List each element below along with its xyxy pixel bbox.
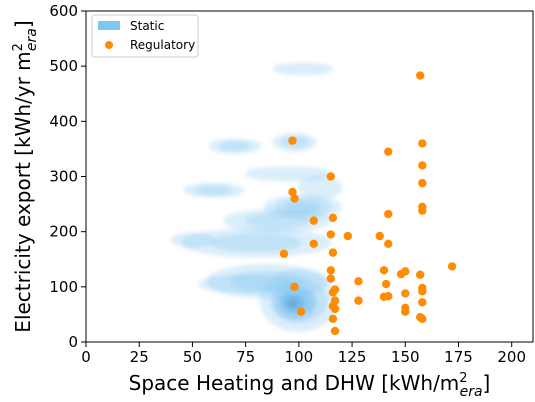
regulatory-point-20 [330,326,340,336]
x-tick-label: 100 [285,348,314,366]
density-contour-7-2 [286,201,320,212]
x-tick-label: 0 [81,348,91,366]
regulatory-point-4 [309,216,318,225]
x-tick-label: 25 [130,348,149,366]
regulatory-point-30 [384,239,393,249]
regulatory-point-19 [328,314,338,324]
y-tick-label: 100 [49,278,78,296]
y-tick-label: 300 [49,168,78,186]
regulatory-point-34 [401,289,410,298]
regulatory-point-18 [330,304,340,314]
y-tick-label: 400 [49,112,78,130]
density-contour-4-0 [198,275,293,293]
legend-swatch-static [98,21,120,30]
legend-swatch-regulatory [105,41,113,49]
regulatory-point-11 [328,248,338,257]
y-tick-label: 500 [49,57,78,75]
regulatory-point-42 [418,206,427,215]
regulatory-point-40 [418,178,427,188]
regulatory-point-29 [384,209,393,219]
static-density [170,63,342,332]
regulatory-point-37 [415,71,425,80]
x-axis-title: Space Heating and DHW [kWh/m2 era] [129,371,491,400]
x-axis: 0 25 50 75 100 125 150 175 200 [81,342,526,366]
density-contour-8-1 [195,186,232,195]
regulatory-point-46 [418,298,427,307]
regulatory-point-21 [343,231,353,241]
regulatory-point-6 [290,282,299,292]
y-tick-label: 600 [49,2,78,20]
regulatory-point-22 [354,277,363,286]
regulatory-point-39 [418,161,427,170]
regulatory-point-7 [296,307,306,316]
regulatory-point-5 [279,249,289,258]
density-contour-12-0 [273,63,334,75]
regulatory-point-28 [384,147,393,156]
regulatory-point-45 [418,287,427,296]
density-contour-13-0 [170,233,215,247]
legend-label-static: Static [130,19,164,33]
y-tick-label: 200 [49,223,78,241]
density-contour-10-1 [219,141,251,151]
regulatory-point-38 [418,139,427,148]
x-tick-label: 50 [183,348,202,366]
regulatory-point-25 [379,266,389,275]
legend: Static Regulatory [91,14,199,58]
regulatory-point-2 [290,194,299,203]
regulatory-points [279,71,457,336]
regulatory-point-36 [401,307,410,316]
x-tick-label: 75 [236,348,255,366]
regulatory-point-15 [328,288,338,297]
regulatory-point-12 [326,266,335,275]
density-contour-5-1 [211,234,302,252]
regulatory-point-8 [326,172,335,181]
regulatory-point-48 [418,314,427,324]
y-axis: 0 100 200 300 400 500 600 [49,2,86,351]
regulatory-point-0 [288,136,297,145]
regulatory-point-27 [381,279,391,289]
density-contour-2-6 [290,301,295,306]
x-tick-label: 200 [497,348,526,366]
y-axis-title: Electricity export [kWh/yr m2era] [11,20,40,332]
regulatory-point-49 [447,262,457,271]
y-tick-label: 0 [68,333,78,351]
regulatory-point-33 [401,267,410,276]
x-tick-label: 175 [444,348,473,366]
x-tick-label: 150 [391,348,420,366]
density-contour-14-0 [298,176,342,199]
regulatory-point-24 [375,231,384,241]
x-tick-label: 125 [338,348,367,366]
regulatory-point-9 [328,213,338,223]
regulatory-point-13 [326,274,335,283]
regulatory-point-1 [288,187,297,197]
legend-label-regulatory: Regulatory [130,38,195,52]
regulatory-point-43 [415,270,425,279]
regulatory-point-23 [354,296,363,305]
regulatory-point-3 [309,239,318,249]
regulatory-point-31 [384,292,393,301]
regulatory-point-10 [326,230,335,239]
